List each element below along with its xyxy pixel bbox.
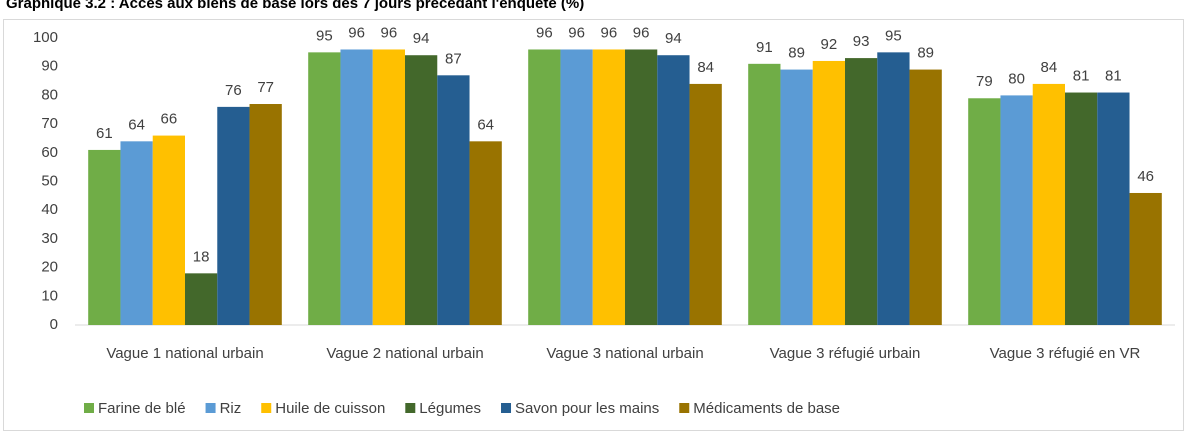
legend-label: Farine de blé	[98, 400, 186, 417]
bar	[217, 106, 250, 325]
data-label: 66	[161, 111, 178, 128]
bar	[1065, 92, 1098, 325]
legend-swatch	[501, 403, 512, 413]
data-label: 93	[853, 33, 870, 50]
y-tick-label: 50	[41, 172, 58, 189]
legend-swatch	[84, 403, 94, 413]
data-label: 94	[665, 30, 682, 47]
legend-label: Riz	[220, 400, 242, 417]
y-tick-label: 80	[41, 86, 58, 103]
bar	[437, 75, 470, 325]
legend-swatch	[261, 403, 272, 413]
data-label: 89	[788, 45, 805, 62]
bar	[909, 69, 942, 325]
data-label: 81	[1073, 67, 1090, 84]
data-label: 76	[225, 82, 242, 99]
legend-swatch	[405, 403, 416, 413]
bar	[877, 52, 910, 325]
data-label: 96	[568, 24, 585, 41]
bar	[372, 49, 405, 325]
data-label: 96	[381, 24, 398, 41]
y-tick-label: 70	[41, 115, 58, 132]
bar	[592, 49, 625, 325]
legend-label: Huile de cuisson	[275, 400, 385, 417]
bar	[152, 135, 185, 325]
data-label: 81	[1105, 67, 1122, 84]
y-tick-label: 0	[50, 316, 58, 333]
data-label: 96	[348, 24, 365, 41]
bar	[88, 149, 121, 325]
data-label: 77	[257, 79, 274, 96]
x-tick-label: Vague 3 réfugié en VR	[990, 345, 1141, 362]
bar	[1129, 192, 1162, 325]
data-label: 95	[316, 27, 333, 44]
data-label: 96	[633, 24, 650, 41]
y-tick-label: 100	[33, 29, 58, 46]
x-tick-label: Vague 3 national urbain	[546, 345, 703, 362]
x-tick-label: Vague 1 national urbain	[106, 345, 263, 362]
y-tick-label: 40	[41, 201, 58, 218]
bar	[528, 49, 561, 325]
bar	[120, 141, 153, 325]
data-label: 94	[413, 30, 430, 47]
y-tick-label: 30	[41, 230, 58, 247]
x-tick-label: Vague 2 national urbain	[326, 345, 483, 362]
bar	[469, 141, 502, 325]
bar	[405, 55, 438, 325]
data-label: 95	[885, 27, 902, 44]
data-label: 64	[477, 116, 494, 133]
y-tick-label: 90	[41, 58, 58, 75]
bar	[689, 83, 722, 325]
bar	[185, 273, 218, 325]
data-label: 64	[128, 116, 145, 133]
bar	[340, 49, 373, 325]
bar	[560, 49, 593, 325]
data-label: 18	[193, 248, 210, 265]
data-label: 61	[96, 125, 113, 142]
y-tick-label: 10	[41, 287, 58, 304]
bar	[845, 58, 878, 326]
data-label: 92	[821, 36, 838, 53]
data-label: 46	[1137, 168, 1154, 185]
bar	[625, 49, 658, 325]
bar	[1032, 83, 1065, 325]
bar	[812, 60, 845, 326]
bar	[1000, 95, 1033, 326]
chart-title: Graphique 3.2 : Accès aux biens de base …	[6, 0, 584, 12]
bar	[308, 52, 341, 325]
data-label: 96	[601, 24, 618, 41]
data-label: 96	[536, 24, 553, 41]
bar	[1097, 92, 1130, 325]
bar	[249, 104, 282, 325]
bar	[657, 55, 690, 325]
data-label: 87	[445, 50, 462, 67]
data-label: 84	[697, 59, 714, 76]
data-label: 79	[976, 73, 993, 90]
data-label: 89	[917, 45, 934, 62]
data-label: 84	[1041, 59, 1058, 76]
bar	[748, 63, 781, 326]
legend-label: Savon pour les mains	[515, 400, 659, 417]
y-tick-label: 60	[41, 144, 58, 161]
data-label: 91	[756, 39, 773, 56]
bar	[780, 69, 813, 325]
legend-label: Légumes	[419, 400, 481, 417]
bar	[968, 98, 1001, 326]
legend-swatch	[205, 403, 216, 413]
data-label: 80	[1008, 70, 1025, 87]
y-tick-label: 20	[41, 259, 58, 276]
legend-label: Médicaments de base	[693, 400, 840, 417]
x-tick-label: Vague 3 réfugié urbain	[770, 345, 921, 362]
legend-swatch	[679, 403, 690, 413]
